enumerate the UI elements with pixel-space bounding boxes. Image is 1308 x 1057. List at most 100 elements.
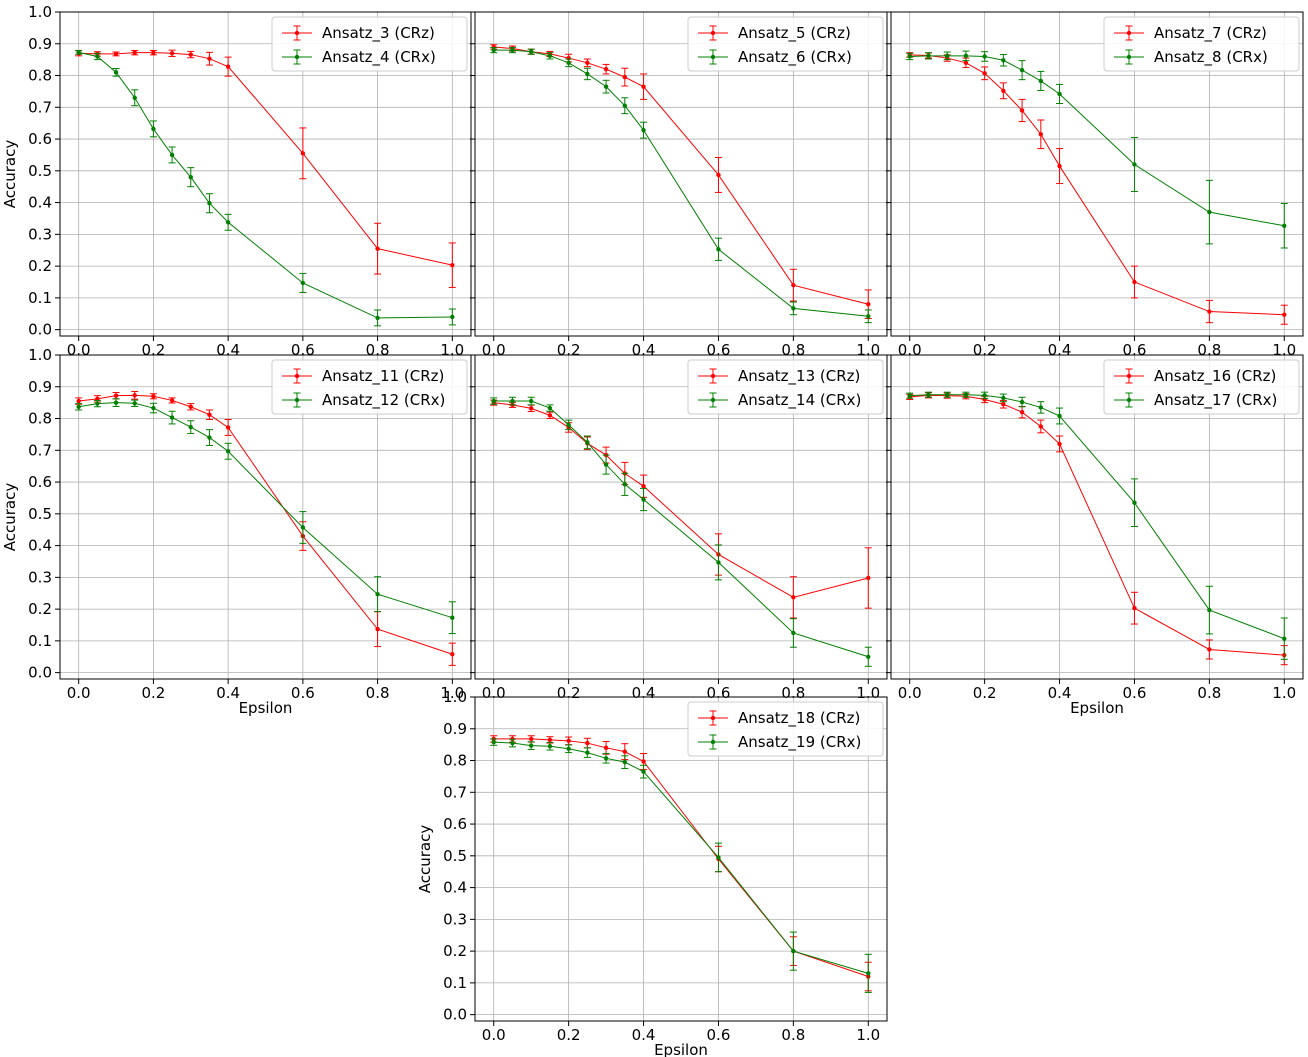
data-point xyxy=(151,50,156,55)
y-tick-label: 0.9 xyxy=(443,720,467,738)
data-point xyxy=(1001,395,1006,401)
y-tick-label: 0.4 xyxy=(443,879,467,897)
legend-label: Ansatz_18 (CRz) xyxy=(738,709,860,728)
data-point xyxy=(450,314,455,320)
series-line xyxy=(493,402,869,598)
data-point xyxy=(450,262,455,268)
series-line xyxy=(493,49,869,317)
legend-box xyxy=(1103,16,1300,72)
subplot-1: 0.0 0.2 0.4 0.6 0.8 1.00.00.10.20.30.40.50.60… xyxy=(1,3,472,359)
data-point xyxy=(76,50,81,55)
data-point xyxy=(151,126,156,132)
data-point xyxy=(132,50,137,55)
data-point xyxy=(622,74,628,80)
data-point xyxy=(1132,605,1137,611)
legend: Ansatz_3 (CRz) Ansatz_4 (CRx) xyxy=(271,16,468,72)
series-green xyxy=(906,391,1288,660)
legend-label: Ansatz_13 (CRz) xyxy=(738,367,860,386)
series-red xyxy=(490,735,872,992)
y-tick-label: 0.8 xyxy=(443,752,467,770)
data-point xyxy=(716,172,721,178)
data-point xyxy=(585,440,590,445)
x-tick-label: 0.4 xyxy=(1048,684,1072,702)
y-tick-label: 0.4 xyxy=(28,194,52,212)
series-line xyxy=(78,402,453,619)
legend-marker xyxy=(710,54,716,60)
legend-box xyxy=(687,16,884,72)
data-point xyxy=(622,759,628,765)
y-tick-label: 0.3 xyxy=(443,910,467,928)
data-point xyxy=(963,392,969,397)
data-point xyxy=(585,740,590,746)
data-point xyxy=(1019,67,1025,73)
legend-marker xyxy=(1126,30,1132,36)
data-point xyxy=(1057,91,1062,97)
data-point xyxy=(225,64,231,69)
y-tick-label: 0.9 xyxy=(28,378,52,396)
data-point xyxy=(1207,607,1212,613)
data-point xyxy=(791,948,796,954)
y-tick-label: 0.5 xyxy=(28,162,52,180)
data-point xyxy=(1057,441,1062,447)
data-point xyxy=(1282,312,1287,317)
series-line xyxy=(909,54,1285,316)
data-point xyxy=(547,405,553,411)
data-point xyxy=(791,282,796,288)
data-point xyxy=(1207,647,1212,652)
data-point xyxy=(641,769,646,774)
data-point xyxy=(207,201,212,206)
data-point xyxy=(1019,108,1025,113)
legend-label: Ansatz_7 (CRz) xyxy=(1154,24,1267,43)
x-tick-label: 0.6 xyxy=(291,684,315,702)
y-tick-label: 0.2 xyxy=(28,257,52,275)
series-red xyxy=(906,52,1288,325)
data-point xyxy=(169,152,175,158)
x-tick-label: 0.0 xyxy=(67,684,91,702)
legend-label: Ansatz_8 (CRx) xyxy=(1154,48,1268,67)
y-tick-label: 0.6 xyxy=(443,815,467,833)
data-point xyxy=(944,53,950,59)
data-point xyxy=(1038,405,1044,410)
data-point xyxy=(1132,162,1137,167)
series-green xyxy=(490,738,872,993)
data-point xyxy=(866,971,871,976)
data-point xyxy=(603,462,609,467)
legend-label: Ansatz_12 (CRx) xyxy=(322,391,445,410)
data-point xyxy=(450,615,455,620)
series-green xyxy=(490,396,872,667)
data-point xyxy=(866,654,871,659)
axes-frame xyxy=(59,354,472,680)
data-point xyxy=(641,497,646,502)
data-point xyxy=(510,47,515,53)
data-point xyxy=(926,392,931,397)
data-point xyxy=(791,306,796,311)
y-tick-label: 0.1 xyxy=(443,974,467,992)
data-point xyxy=(791,595,796,600)
data-point xyxy=(207,56,212,61)
legend-label: Ansatz_16 (CRz) xyxy=(1154,367,1276,386)
data-point xyxy=(603,84,609,89)
data-point xyxy=(603,66,609,72)
legend: Ansatz_18 (CRz) Ansatz_19 (CRx) xyxy=(687,701,884,757)
data-point xyxy=(716,855,721,860)
data-point xyxy=(1207,209,1212,215)
data-point xyxy=(566,60,571,66)
legend-marker xyxy=(710,30,716,36)
x-axis-label: Epsilon xyxy=(654,1041,708,1057)
data-point xyxy=(300,280,306,286)
axes-frame xyxy=(474,354,888,680)
legend-marker xyxy=(710,397,716,403)
data-point xyxy=(641,759,646,764)
y-tick-label: 1.0 xyxy=(28,346,52,364)
data-point xyxy=(566,422,571,428)
y-tick-label: 0.6 xyxy=(28,130,52,148)
data-point xyxy=(1001,88,1006,93)
data-point xyxy=(528,736,534,742)
data-point xyxy=(622,103,628,108)
legend-marker xyxy=(1126,373,1132,379)
legend-marker xyxy=(294,373,300,379)
x-tick-label: 0.8 xyxy=(366,684,390,702)
data-point xyxy=(375,315,380,321)
data-point xyxy=(603,756,609,761)
